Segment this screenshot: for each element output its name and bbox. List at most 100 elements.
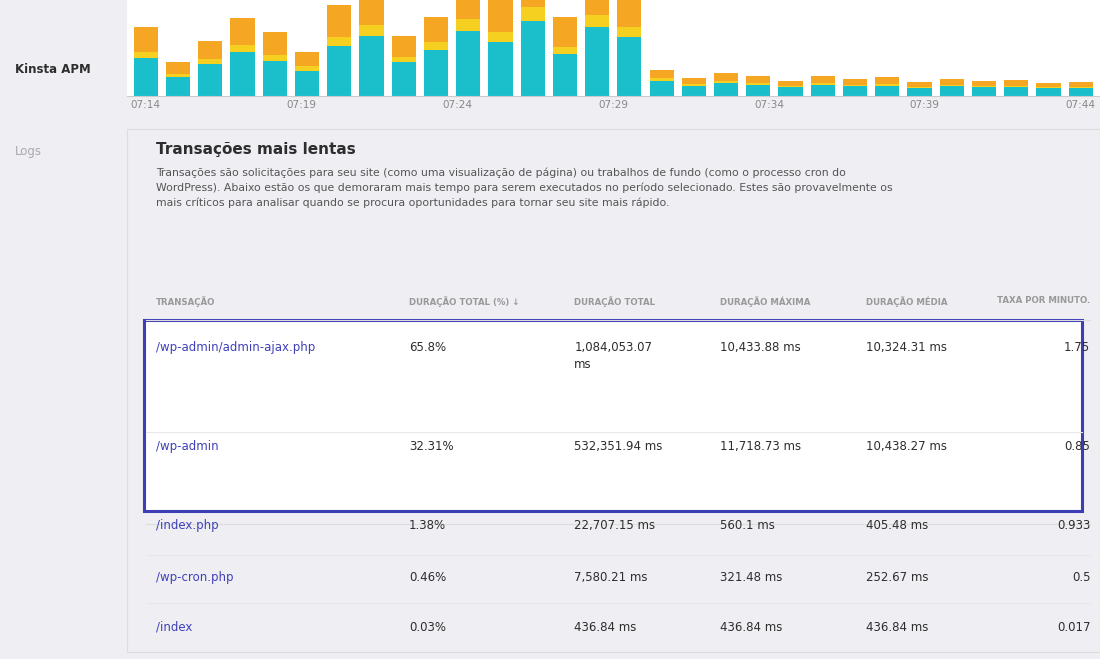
Bar xyxy=(295,51,319,67)
Text: 11,718.73 ms: 11,718.73 ms xyxy=(720,440,802,453)
Text: DURAÇÃO TOTAL (%) ↓: DURAÇÃO TOTAL (%) ↓ xyxy=(409,296,519,307)
Bar xyxy=(553,47,578,54)
Bar xyxy=(1004,87,1028,96)
Bar xyxy=(134,51,158,58)
FancyBboxPatch shape xyxy=(144,320,1082,511)
Bar xyxy=(424,16,448,42)
Bar xyxy=(843,85,867,86)
Bar xyxy=(811,85,835,96)
Bar xyxy=(520,0,544,7)
Bar xyxy=(876,86,900,96)
Bar xyxy=(908,88,932,96)
Text: /index.php: /index.php xyxy=(156,519,218,532)
Bar xyxy=(876,77,900,84)
Bar xyxy=(714,83,738,96)
Bar xyxy=(456,31,481,96)
Text: 532,351.94 ms: 532,351.94 ms xyxy=(574,440,662,453)
Text: /wp-cron.php: /wp-cron.php xyxy=(156,571,233,585)
Bar xyxy=(939,86,964,96)
Bar xyxy=(972,80,996,86)
Bar xyxy=(166,77,190,96)
Bar xyxy=(1036,83,1060,87)
Text: DURAÇÃO MÁXIMA: DURAÇÃO MÁXIMA xyxy=(720,296,811,307)
Text: Transações são solicitações para seu site (como uma visualização de página) ou t: Transações são solicitações para seu sit… xyxy=(156,168,892,208)
Bar xyxy=(134,58,158,96)
Text: 32.31%: 32.31% xyxy=(409,440,453,453)
Text: 405.48 ms: 405.48 ms xyxy=(867,519,928,532)
Bar xyxy=(617,26,641,38)
Text: 0.46%: 0.46% xyxy=(409,571,447,585)
Bar xyxy=(908,87,932,88)
Bar xyxy=(746,83,770,85)
Text: Logs: Logs xyxy=(15,145,42,158)
Bar xyxy=(908,82,932,87)
Bar xyxy=(198,59,222,64)
Bar xyxy=(649,78,673,80)
Bar xyxy=(811,76,835,83)
Text: DURAÇÃO TOTAL: DURAÇÃO TOTAL xyxy=(574,296,656,307)
Bar xyxy=(360,0,384,25)
Bar xyxy=(520,21,544,96)
Bar xyxy=(392,36,416,57)
Text: Kinsta APM: Kinsta APM xyxy=(15,63,91,76)
Text: TRANSAÇÃO: TRANSAÇÃO xyxy=(156,296,216,307)
Text: 0.03%: 0.03% xyxy=(409,621,446,634)
Bar xyxy=(585,0,609,15)
Bar xyxy=(295,71,319,96)
Bar xyxy=(811,83,835,85)
Text: 10,324.31 ms: 10,324.31 ms xyxy=(867,341,947,354)
Text: /index: /index xyxy=(156,621,192,634)
Bar xyxy=(876,84,900,86)
Bar xyxy=(456,0,481,19)
Text: TAXA POR MINUTO.: TAXA POR MINUTO. xyxy=(997,296,1090,305)
Bar xyxy=(779,86,803,87)
Bar xyxy=(779,80,803,86)
Bar xyxy=(488,32,513,42)
Bar xyxy=(488,42,513,96)
Bar xyxy=(585,15,609,28)
Bar xyxy=(327,36,351,45)
Bar xyxy=(682,78,706,84)
Bar xyxy=(972,87,996,96)
Text: 10,433.88 ms: 10,433.88 ms xyxy=(720,341,801,354)
Bar xyxy=(746,85,770,96)
Bar xyxy=(649,70,673,78)
Bar xyxy=(682,86,706,96)
Bar xyxy=(1068,87,1092,88)
Text: 252.67 ms: 252.67 ms xyxy=(867,571,928,585)
Bar xyxy=(939,85,964,86)
Bar xyxy=(972,86,996,87)
Bar xyxy=(1004,86,1028,87)
Bar xyxy=(553,54,578,96)
Text: /wp-admin/admin-ajax.php: /wp-admin/admin-ajax.php xyxy=(156,341,315,354)
Text: 0.933: 0.933 xyxy=(1057,519,1090,532)
Bar xyxy=(327,45,351,96)
Bar xyxy=(714,73,738,80)
Text: 0.017: 0.017 xyxy=(1057,621,1090,634)
Bar xyxy=(231,18,254,45)
Bar xyxy=(746,76,770,83)
Bar xyxy=(488,0,513,32)
Bar xyxy=(1036,88,1060,96)
Bar xyxy=(392,57,416,63)
Bar xyxy=(939,79,964,85)
Bar xyxy=(649,80,673,96)
Bar xyxy=(424,42,448,50)
Bar xyxy=(779,87,803,96)
Bar xyxy=(263,61,287,96)
Bar xyxy=(843,86,867,96)
Bar xyxy=(295,67,319,71)
Text: 321.48 ms: 321.48 ms xyxy=(720,571,783,585)
Bar xyxy=(231,45,254,52)
Text: Transações mais lentas: Transações mais lentas xyxy=(156,142,355,157)
Bar xyxy=(231,52,254,96)
Text: 1.38%: 1.38% xyxy=(409,519,446,532)
Bar xyxy=(134,26,158,51)
Text: 22,707.15 ms: 22,707.15 ms xyxy=(574,519,656,532)
Text: 10,438.27 ms: 10,438.27 ms xyxy=(867,440,947,453)
Bar xyxy=(1068,88,1092,96)
Bar xyxy=(617,38,641,96)
Text: 7,580.21 ms: 7,580.21 ms xyxy=(574,571,648,585)
Text: 436.84 ms: 436.84 ms xyxy=(720,621,783,634)
Text: 1,084,053.07
ms: 1,084,053.07 ms xyxy=(574,341,652,370)
